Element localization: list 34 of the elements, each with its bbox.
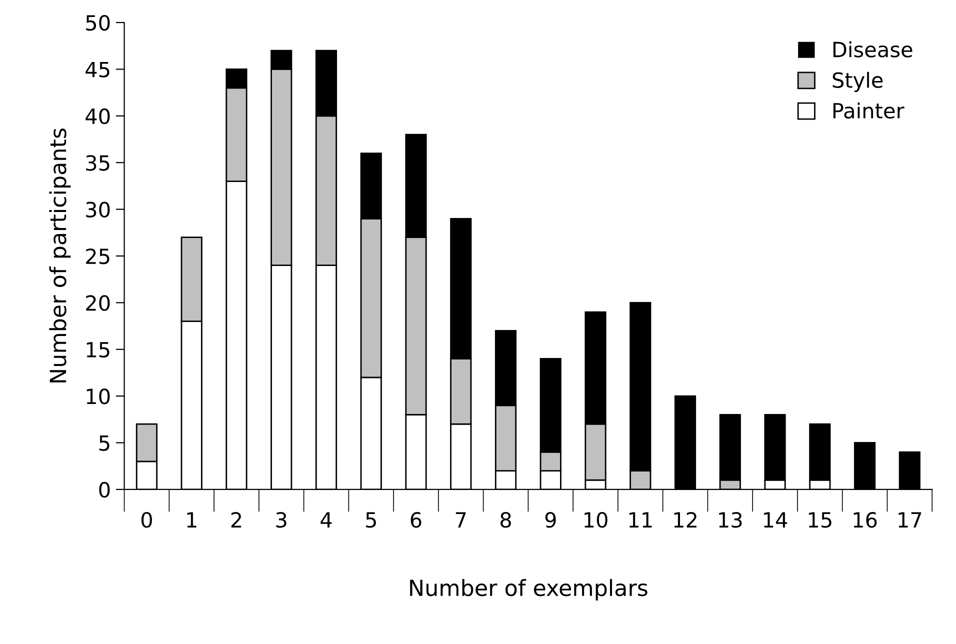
x-tick-label: 10 bbox=[584, 512, 608, 528]
legend-label: Style bbox=[832, 72, 883, 92]
y-tick-label: 50 bbox=[86, 14, 110, 31]
x-tick-label: 2 bbox=[231, 512, 242, 528]
x-tick-label: 5 bbox=[366, 512, 376, 528]
y-tick-label: 0 bbox=[99, 482, 110, 498]
x-axis-title: Number of exemplars bbox=[410, 579, 648, 601]
x-tick-label: 17 bbox=[898, 512, 922, 528]
x-tick-label: 13 bbox=[719, 512, 742, 528]
x-tick-label: 9 bbox=[545, 512, 556, 528]
y-tick-label: 30 bbox=[86, 202, 110, 218]
y-tick-label: 35 bbox=[86, 155, 110, 171]
x-tick-label: 3 bbox=[276, 512, 286, 528]
y-tick-label: 25 bbox=[86, 248, 110, 264]
y-tick-label: 20 bbox=[86, 295, 110, 311]
x-tick-label: 7 bbox=[456, 512, 466, 528]
y-tick-label: 45 bbox=[86, 62, 110, 78]
y-tick-label: 15 bbox=[86, 342, 110, 358]
y-axis-title: Number of participants bbox=[49, 128, 71, 382]
x-tick-label: 12 bbox=[674, 512, 696, 528]
x-tick-label: 11 bbox=[629, 512, 652, 528]
x-tick-label: 1 bbox=[187, 512, 196, 528]
y-tick-label: 10 bbox=[86, 388, 110, 404]
x-tick-label: 0 bbox=[141, 512, 152, 528]
x-tick-label: 15 bbox=[808, 512, 832, 528]
legend-label: Painter bbox=[833, 102, 904, 119]
x-tick-label: 14 bbox=[764, 512, 788, 528]
x-tick-label: 8 bbox=[500, 512, 511, 528]
x-tick-label: 4 bbox=[320, 512, 332, 528]
x-tick-label: 16 bbox=[854, 512, 877, 528]
legend-label: Disease bbox=[833, 41, 912, 58]
y-tick-label: 40 bbox=[86, 108, 110, 124]
x-tick-label: 6 bbox=[410, 512, 422, 528]
y-tick-label: 5 bbox=[99, 435, 110, 451]
